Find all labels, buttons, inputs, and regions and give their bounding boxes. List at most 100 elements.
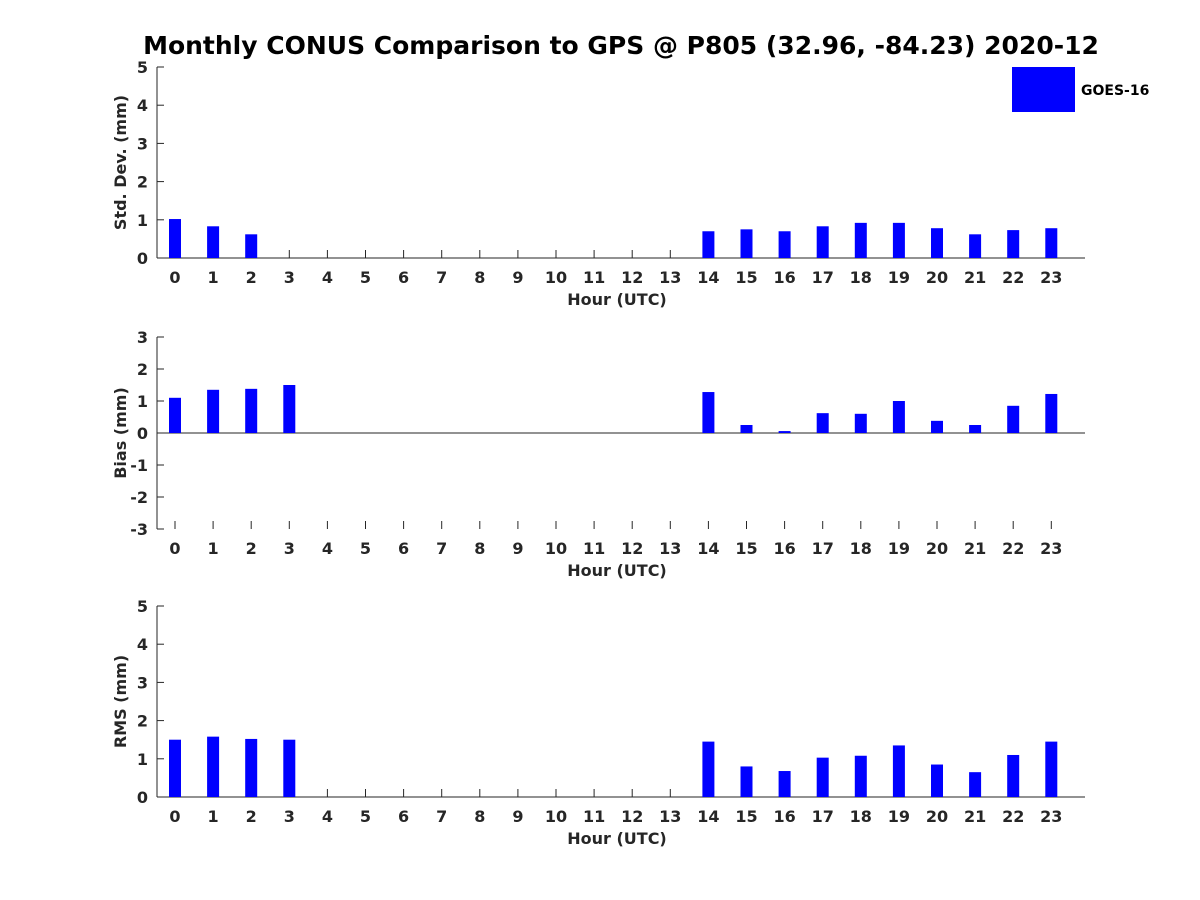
bar-hour-18 bbox=[854, 222, 867, 258]
y-tick-label: 2 bbox=[137, 360, 148, 379]
x-tick-label: 8 bbox=[474, 539, 485, 558]
bar-hour-1 bbox=[207, 389, 220, 433]
x-tick-label: 11 bbox=[583, 807, 605, 826]
bar-hour-15 bbox=[740, 425, 753, 433]
x-tick-label: 23 bbox=[1040, 539, 1062, 558]
bar-hour-17 bbox=[816, 226, 829, 258]
y-tick-label: 5 bbox=[137, 58, 148, 77]
bar-hour-19 bbox=[892, 401, 905, 433]
x-tick-label: 9 bbox=[512, 539, 523, 558]
x-tick-label: 23 bbox=[1040, 807, 1062, 826]
bar-hour-2 bbox=[245, 234, 258, 258]
bar-hour-1 bbox=[207, 736, 220, 797]
x-tick-label: 15 bbox=[735, 268, 757, 287]
x-tick-label: 11 bbox=[583, 268, 605, 287]
x-tick-label: 8 bbox=[474, 268, 485, 287]
bar-hour-22 bbox=[1007, 405, 1020, 433]
bar-hour-18 bbox=[854, 755, 867, 797]
bar-hour-23 bbox=[1045, 393, 1058, 433]
y-tick-label: -1 bbox=[130, 456, 148, 475]
x-tick-label: 3 bbox=[284, 539, 295, 558]
y-tick-label: 1 bbox=[137, 392, 148, 411]
x-tick-label: 17 bbox=[812, 807, 834, 826]
x-tick-label: 11 bbox=[583, 539, 605, 558]
x-tick-label: 1 bbox=[208, 807, 219, 826]
bar-hour-14 bbox=[702, 741, 715, 797]
x-tick-label: 13 bbox=[659, 807, 681, 826]
x-tick-label: 1 bbox=[208, 539, 219, 558]
x-tick-label: 17 bbox=[812, 268, 834, 287]
bar-hour-22 bbox=[1007, 230, 1020, 258]
y-tick-label: 3 bbox=[137, 673, 148, 692]
y-tick-label: -3 bbox=[130, 520, 148, 539]
x-tick-label: 2 bbox=[246, 807, 257, 826]
bar-hour-16 bbox=[778, 771, 791, 797]
x-tick-label: 9 bbox=[512, 807, 523, 826]
x-tick-label: 6 bbox=[398, 539, 409, 558]
x-tick-label: 0 bbox=[169, 807, 180, 826]
x-tick-label: 5 bbox=[360, 539, 371, 558]
x-tick-label: 21 bbox=[964, 539, 986, 558]
x-tick-label: 22 bbox=[1002, 539, 1024, 558]
x-axis-label: Hour (UTC) bbox=[567, 290, 667, 309]
x-tick-label: 4 bbox=[322, 268, 333, 287]
x-tick-label: 19 bbox=[888, 539, 910, 558]
x-tick-label: 12 bbox=[621, 539, 643, 558]
x-tick-label: 4 bbox=[322, 807, 333, 826]
bar-hour-15 bbox=[740, 229, 753, 258]
x-tick-label: 7 bbox=[436, 807, 447, 826]
bar-hour-23 bbox=[1045, 741, 1058, 797]
y-tick-label: 3 bbox=[137, 328, 148, 347]
x-tick-label: 10 bbox=[545, 268, 567, 287]
bar-hour-14 bbox=[702, 231, 715, 258]
y-tick-label: 1 bbox=[137, 750, 148, 769]
bar-hour-23 bbox=[1045, 228, 1058, 258]
x-tick-label: 7 bbox=[436, 539, 447, 558]
x-tick-label: 12 bbox=[621, 268, 643, 287]
y-tick-label: 3 bbox=[137, 134, 148, 153]
bar-hour-0 bbox=[169, 397, 181, 433]
bar-hour-16 bbox=[778, 231, 791, 258]
bar-hour-20 bbox=[931, 228, 943, 258]
y-tick-label: -2 bbox=[130, 488, 148, 507]
x-tick-label: 13 bbox=[659, 539, 681, 558]
bar-hour-2 bbox=[245, 388, 258, 433]
bar-hour-0 bbox=[169, 739, 181, 797]
x-tick-label: 15 bbox=[735, 807, 757, 826]
x-tick-label: 2 bbox=[246, 539, 257, 558]
x-tick-label: 4 bbox=[322, 539, 333, 558]
bar-hour-19 bbox=[892, 745, 905, 797]
y-tick-label: 4 bbox=[137, 96, 148, 115]
x-tick-label: 16 bbox=[773, 807, 795, 826]
y-tick-label: 0 bbox=[137, 424, 148, 443]
x-tick-label: 15 bbox=[735, 539, 757, 558]
x-tick-label: 8 bbox=[474, 807, 485, 826]
bar-hour-3 bbox=[283, 385, 296, 433]
y-tick-label: 2 bbox=[137, 173, 148, 192]
bar-hour-0 bbox=[169, 219, 181, 258]
legend-swatch bbox=[1012, 67, 1075, 112]
bar-hour-1 bbox=[207, 226, 220, 258]
bar-hour-16 bbox=[778, 431, 791, 433]
y-tick-label: 4 bbox=[137, 635, 148, 654]
x-tick-label: 0 bbox=[169, 268, 180, 287]
x-tick-label: 10 bbox=[545, 807, 567, 826]
x-tick-label: 6 bbox=[398, 268, 409, 287]
x-tick-label: 18 bbox=[850, 807, 872, 826]
x-tick-label: 5 bbox=[360, 807, 371, 826]
x-tick-label: 2 bbox=[246, 268, 257, 287]
x-tick-label: 10 bbox=[545, 539, 567, 558]
x-tick-label: 3 bbox=[284, 807, 295, 826]
x-tick-label: 16 bbox=[773, 268, 795, 287]
y-axis-label: Bias (mm) bbox=[111, 387, 130, 479]
y-axis-label: Std. Dev. (mm) bbox=[111, 95, 130, 230]
x-tick-label: 20 bbox=[926, 807, 948, 826]
bar-hour-21 bbox=[969, 425, 982, 433]
x-tick-label: 14 bbox=[697, 268, 719, 287]
bar-hour-21 bbox=[969, 772, 982, 797]
y-tick-label: 5 bbox=[137, 597, 148, 616]
